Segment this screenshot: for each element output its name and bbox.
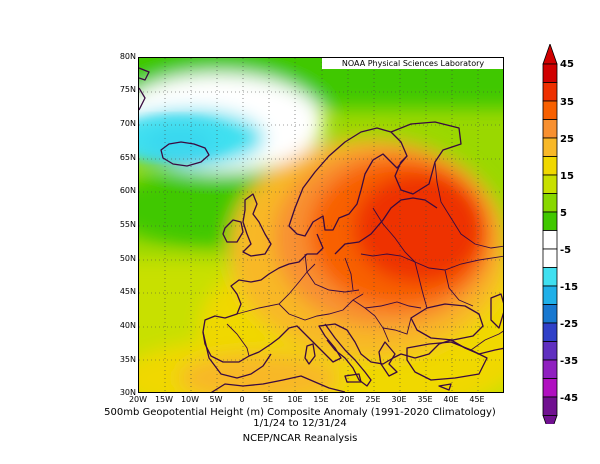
lon-label: 20W bbox=[128, 395, 148, 404]
lat-label: 65N bbox=[119, 153, 136, 162]
colorbar-swatch bbox=[542, 100, 558, 120]
lon-label: 10W bbox=[180, 395, 200, 404]
colorbar bbox=[542, 44, 558, 424]
colorbar-swatch bbox=[542, 341, 558, 361]
lon-label: 20E bbox=[339, 395, 355, 404]
lat-label: 70N bbox=[119, 119, 136, 128]
lon-label: 5E bbox=[262, 395, 274, 404]
lon-label: 0 bbox=[239, 395, 245, 404]
colorbar-swatch bbox=[542, 285, 558, 305]
lat-label: 35N bbox=[119, 355, 136, 364]
colorbar-label: -25 bbox=[560, 319, 579, 330]
lon-label: 10E bbox=[287, 395, 303, 404]
colorbar-label: 45 bbox=[560, 59, 574, 70]
lat-label: 45N bbox=[119, 287, 136, 296]
colorbar-label: -15 bbox=[560, 282, 579, 293]
lon-label: 35E bbox=[417, 395, 433, 404]
colorbar-label: 35 bbox=[560, 97, 574, 108]
lon-label: 5W bbox=[209, 395, 223, 404]
colorbar-label: -45 bbox=[560, 393, 579, 404]
anomaly-map bbox=[139, 58, 503, 392]
country-borders bbox=[226, 161, 503, 357]
colorbar-label: -35 bbox=[560, 356, 579, 367]
lon-label: 25E bbox=[365, 395, 381, 404]
credit-label: NOAA Physical Sciences Laboratory bbox=[322, 58, 503, 69]
lat-label: 60N bbox=[119, 186, 136, 195]
colorbar-label: 5 bbox=[560, 208, 567, 219]
colorbar-swatch bbox=[542, 304, 558, 324]
colorbar-label: 25 bbox=[560, 134, 574, 145]
caption-dates: 1/1/24 to 12/31/24 bbox=[253, 418, 347, 429]
map-panel: NOAA Physical Sciences Laboratory bbox=[138, 57, 504, 393]
colorbar-swatch bbox=[542, 137, 558, 157]
colorbar-bottom-arrow bbox=[542, 415, 558, 424]
colorbar-swatch bbox=[542, 156, 558, 176]
colorbar-swatch bbox=[542, 230, 558, 250]
lon-label: 30E bbox=[391, 395, 407, 404]
colorbar-swatch bbox=[542, 322, 558, 342]
colorbar-label: -5 bbox=[560, 245, 572, 256]
colorbar-swatch bbox=[542, 63, 558, 83]
graticule bbox=[139, 58, 503, 392]
colorbar-swatch bbox=[542, 378, 558, 398]
colorbar-swatch bbox=[542, 248, 558, 268]
colorbar-swatch bbox=[542, 267, 558, 287]
coastlines bbox=[139, 58, 503, 392]
lat-label: 30N bbox=[119, 388, 136, 397]
colorbar-swatch bbox=[542, 119, 558, 139]
caption-source: NCEP/NCAR Reanalysis bbox=[242, 433, 358, 444]
colorbar-swatch bbox=[542, 396, 558, 416]
lon-label: 15W bbox=[154, 395, 174, 404]
lon-label: 15E bbox=[313, 395, 329, 404]
colorbar-swatch bbox=[542, 211, 558, 231]
colorbar-swatch bbox=[542, 174, 558, 194]
lat-label: 50N bbox=[119, 254, 136, 263]
colorbar-top-arrow bbox=[542, 44, 558, 65]
lat-label: 55N bbox=[119, 220, 136, 229]
lon-label: 40E bbox=[443, 395, 459, 404]
lon-label: 45E bbox=[469, 395, 485, 404]
colorbar-swatch bbox=[542, 193, 558, 213]
lat-label: 80N bbox=[119, 52, 136, 61]
colorbar-swatch bbox=[542, 82, 558, 102]
caption-title: 500mb Geopotential Height (m) Composite … bbox=[104, 407, 496, 418]
colorbar-swatch bbox=[542, 359, 558, 379]
lat-label: 40N bbox=[119, 321, 136, 330]
lat-label: 75N bbox=[119, 85, 136, 94]
colorbar-label: 15 bbox=[560, 171, 574, 182]
